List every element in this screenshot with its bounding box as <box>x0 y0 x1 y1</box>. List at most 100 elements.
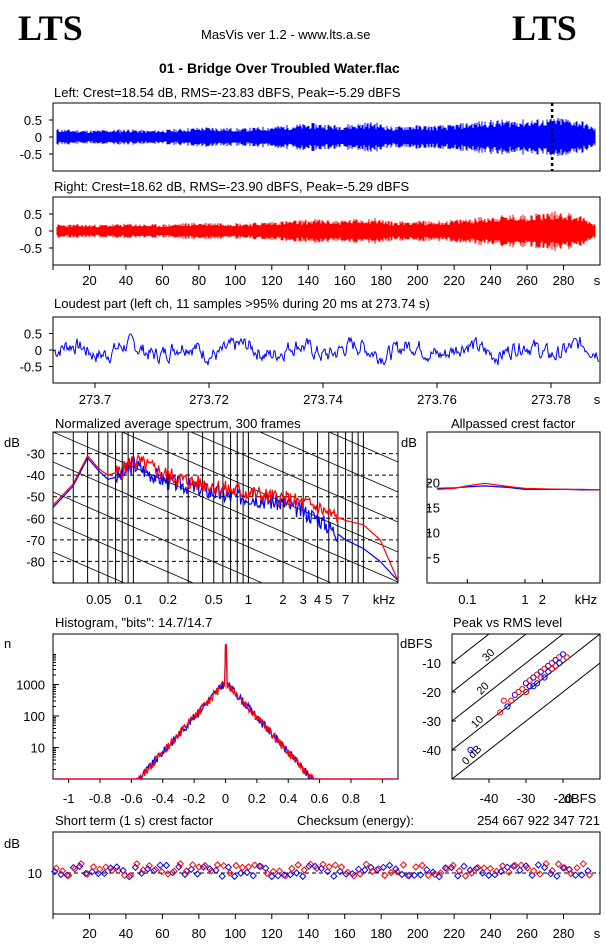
crest-point <box>294 861 302 869</box>
histogram-xtick: -0.2 <box>183 791 205 806</box>
crest-point <box>65 871 73 880</box>
spectrum-slope-line <box>53 491 264 583</box>
histogram-ytick: 1000 <box>16 677 45 692</box>
crest-point <box>292 869 301 877</box>
peakrms-xtick: dBFS <box>564 791 597 806</box>
peakrms-point <box>522 688 530 696</box>
peakrms-point <box>559 651 567 658</box>
crest-point <box>536 870 544 878</box>
crest-point <box>305 862 313 870</box>
crest-point <box>343 868 352 877</box>
crest-point <box>509 862 518 870</box>
crest-point <box>404 871 412 880</box>
peakrms-point <box>500 697 507 704</box>
crest-point <box>523 864 532 872</box>
allpassed-right-line <box>437 482 601 491</box>
time-tick-label: 40 <box>119 273 133 288</box>
crest-point <box>176 860 185 868</box>
spectrum-xtick: 3 <box>300 592 307 607</box>
spectrum-slope-line <box>120 432 398 553</box>
time-tick-label: 200 <box>407 273 429 288</box>
crest-xtick: 40 <box>119 926 133 941</box>
crest-point <box>162 861 171 870</box>
crest-point <box>393 868 401 876</box>
peakrms-point <box>541 674 548 681</box>
allpassed-xtick: 1 <box>521 592 528 607</box>
spectrum-ytick: -50 <box>26 490 45 505</box>
crest-point <box>187 865 195 874</box>
right-waveform-signal <box>56 211 596 251</box>
spectrum-ytick: -60 <box>26 511 45 526</box>
spectrum-ytick: -70 <box>26 533 45 548</box>
spectrum-title: Normalized average spectrum, 300 frames <box>55 416 301 431</box>
crest-point <box>127 871 135 880</box>
crest-point <box>542 859 550 868</box>
allpassed-ylabel: dB <box>401 435 417 450</box>
crest-xtick: 20 <box>82 926 96 941</box>
crest-xtick: 60 <box>155 926 169 941</box>
peakrms-crest-label: 30 <box>480 647 497 664</box>
crest-point <box>275 867 284 875</box>
histogram-xtick: 0.2 <box>248 791 266 806</box>
crest-point <box>454 872 462 880</box>
crest-point <box>288 864 296 873</box>
crest-point <box>219 862 228 870</box>
left-waveform-ytick: -0.5 <box>20 147 42 162</box>
time-tick-label: 60 <box>155 273 169 288</box>
peakrms-xtick: -40 <box>480 791 499 806</box>
loudest-title: Loudest part (left ch, 11 samples >95% d… <box>54 296 430 311</box>
peakrms-point <box>556 659 563 667</box>
histogram-ytick: 10 <box>31 740 45 755</box>
crest-point <box>226 869 234 877</box>
crest-point <box>436 869 445 877</box>
crest-point <box>480 864 488 872</box>
crest-point <box>257 862 265 871</box>
spectrum-ytick: -40 <box>26 468 45 483</box>
crest-point <box>461 872 470 880</box>
brand-right: LTS <box>512 8 577 48</box>
crest-point <box>238 863 247 872</box>
peakrms-point <box>519 686 526 693</box>
crest-point <box>88 868 96 876</box>
crest-point <box>255 862 264 870</box>
loudest-ytick: 0 <box>35 343 42 358</box>
time-tick-label: 140 <box>297 273 319 288</box>
peakrms-point <box>504 703 511 710</box>
crest-point <box>193 870 202 878</box>
left-waveform-ytick: 0 <box>35 130 42 145</box>
right-waveform-ytick: 0.5 <box>24 207 42 222</box>
crest-point <box>416 871 425 879</box>
time-tick-label: 120 <box>261 273 283 288</box>
crest-point <box>486 864 494 873</box>
histogram-right-line <box>56 644 395 780</box>
time-tick-label: 260 <box>516 273 538 288</box>
histogram-ylabel: n <box>4 636 11 651</box>
crest-point <box>498 862 507 870</box>
crest-point <box>585 871 594 879</box>
crest-point <box>158 867 166 876</box>
peakrms-point <box>530 683 537 690</box>
crest-point <box>299 872 307 881</box>
crest-point <box>529 867 538 875</box>
peakrms-point <box>467 746 474 754</box>
crest-point <box>412 863 420 871</box>
peakrms-crest-label: 0 dB <box>460 743 484 767</box>
crest-point <box>102 863 110 871</box>
crest-point <box>156 861 164 869</box>
crest-point <box>559 864 567 872</box>
crest-point <box>306 860 315 868</box>
peakrms-point <box>545 662 552 670</box>
crest-point <box>243 868 251 877</box>
spectrum-slope-line <box>327 432 398 463</box>
allpassed-ytick: 15 <box>426 501 440 516</box>
spectrum-xtick: 2 <box>279 592 286 607</box>
spectrum-xtick: 0.2 <box>159 592 177 607</box>
peakrms-crest-label: 10 <box>469 714 486 731</box>
peakrms-ylabel: dBFS <box>400 636 433 651</box>
crest-point <box>237 869 245 877</box>
crest-point <box>323 867 332 876</box>
crest-point <box>331 861 340 869</box>
crest-point <box>71 865 79 873</box>
crest-point <box>447 863 456 872</box>
left-waveform-title: Left: Crest=18.54 dB, RMS=-23.83 dBFS, P… <box>54 85 401 100</box>
